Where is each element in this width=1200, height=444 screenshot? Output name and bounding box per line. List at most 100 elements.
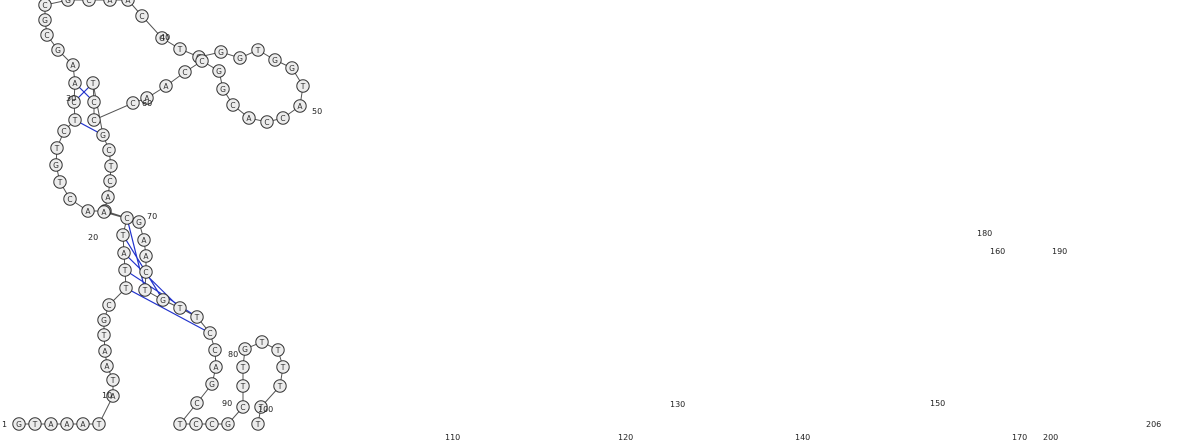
nucleotide: G (214, 45, 228, 59)
svg-text:A: A (144, 94, 150, 103)
position-label: 20 (88, 233, 98, 242)
nucleotide: A (137, 233, 151, 247)
nucleotide: T (173, 42, 187, 56)
position-label: 110 (445, 433, 460, 442)
svg-text:T: T (96, 420, 102, 429)
svg-text:G: G (65, 0, 71, 5)
svg-text:A: A (80, 420, 86, 429)
svg-text:T: T (255, 420, 261, 429)
svg-text:T: T (177, 420, 183, 429)
nucleotide: A (101, 190, 115, 204)
nucleotide: A (68, 76, 82, 90)
nucleotide: G (96, 128, 110, 142)
nucleotide: G (216, 82, 230, 96)
nucleotide: G (285, 61, 299, 75)
svg-text:C: C (124, 214, 129, 223)
svg-text:T: T (122, 266, 128, 275)
svg-text:G: G (16, 420, 22, 429)
svg-text:G: G (289, 64, 295, 73)
svg-text:T: T (120, 231, 126, 240)
nucleotide: C (208, 343, 222, 357)
nucleotide: G (12, 417, 26, 431)
svg-text:T: T (300, 82, 306, 91)
nucleotide: T (138, 283, 152, 297)
svg-text:C: C (107, 177, 112, 186)
nucleotide: C (102, 143, 116, 157)
position-label: 160 (990, 247, 1005, 256)
svg-text:T: T (32, 420, 38, 429)
nucleotide: C (195, 54, 209, 68)
nucleotide: T (28, 417, 42, 431)
svg-text:C: C (86, 0, 91, 5)
svg-text:A: A (125, 0, 131, 5)
position-label: 80 (228, 350, 238, 359)
nucleotide: T (86, 76, 100, 90)
svg-text:G: G (136, 218, 142, 227)
nucleotide: T (116, 228, 130, 242)
nucleotide: G (61, 0, 75, 7)
nucleotide: T (173, 301, 187, 315)
svg-text:C: C (67, 195, 72, 204)
svg-text:C: C (230, 101, 235, 110)
svg-text:T: T (259, 338, 265, 347)
svg-text:A: A (110, 392, 116, 401)
nucleotide: C (87, 113, 101, 127)
nucleotide: A (76, 417, 90, 431)
nucleotide: A (60, 417, 74, 431)
position-label: 170 (1012, 433, 1027, 442)
svg-text:C: C (44, 31, 49, 40)
svg-text:T: T (255, 46, 261, 55)
position-label: 70 (147, 212, 157, 221)
nucleotide: T (254, 400, 268, 414)
svg-text:T: T (277, 382, 283, 391)
svg-text:C: C (106, 146, 111, 155)
svg-text:A: A (101, 208, 107, 217)
nucleotide: G (221, 417, 235, 431)
svg-text:A: A (143, 252, 149, 261)
svg-text:A: A (246, 114, 252, 123)
svg-text:T: T (108, 162, 114, 171)
position-label: 140 (795, 433, 810, 442)
position-label: 90 (222, 399, 232, 408)
nucleotide: C (38, 0, 52, 12)
nucleotide: A (159, 79, 173, 93)
nucleotide: C (102, 298, 116, 312)
svg-text:G: G (237, 54, 243, 63)
svg-text:T: T (240, 363, 246, 372)
svg-text:G: G (53, 161, 59, 170)
svg-text:T: T (90, 79, 96, 88)
position-label: 150 (930, 399, 945, 408)
nucleotide: G (268, 53, 282, 67)
position-label: 100 (258, 405, 273, 414)
position-label: 60 (142, 99, 152, 108)
svg-text:C: C (207, 329, 212, 338)
nucleotide: A (44, 417, 58, 431)
svg-text:A: A (163, 82, 169, 91)
svg-text:T: T (194, 313, 200, 322)
nucleotide: T (236, 360, 250, 374)
nucleotide: A (117, 246, 131, 260)
nucleotide: G (51, 43, 65, 57)
nucleotide: T (296, 79, 310, 93)
base-pair-bond (123, 252, 181, 309)
nucleotide: A (66, 58, 80, 72)
nucleotide: G (49, 158, 63, 172)
svg-text:G: G (100, 131, 106, 140)
nucleotide: A (293, 99, 307, 113)
svg-text:A: A (70, 61, 76, 70)
position-label: 206 (1146, 420, 1161, 429)
nucleotide: A (97, 205, 111, 219)
svg-text:C: C (130, 99, 135, 108)
svg-text:G: G (159, 34, 165, 43)
svg-text:G: G (101, 316, 107, 325)
position-label: 1 (2, 420, 7, 429)
svg-text:C: C (240, 403, 245, 412)
svg-text:C: C (61, 127, 66, 136)
svg-text:T: T (101, 331, 107, 340)
backbone (19, 0, 304, 425)
nucleotide: C (63, 192, 77, 206)
nucleotide: G (132, 215, 146, 229)
nucleotide: T (106, 373, 120, 387)
position-label: 50 (312, 107, 322, 116)
nucleotide: C (40, 28, 54, 42)
